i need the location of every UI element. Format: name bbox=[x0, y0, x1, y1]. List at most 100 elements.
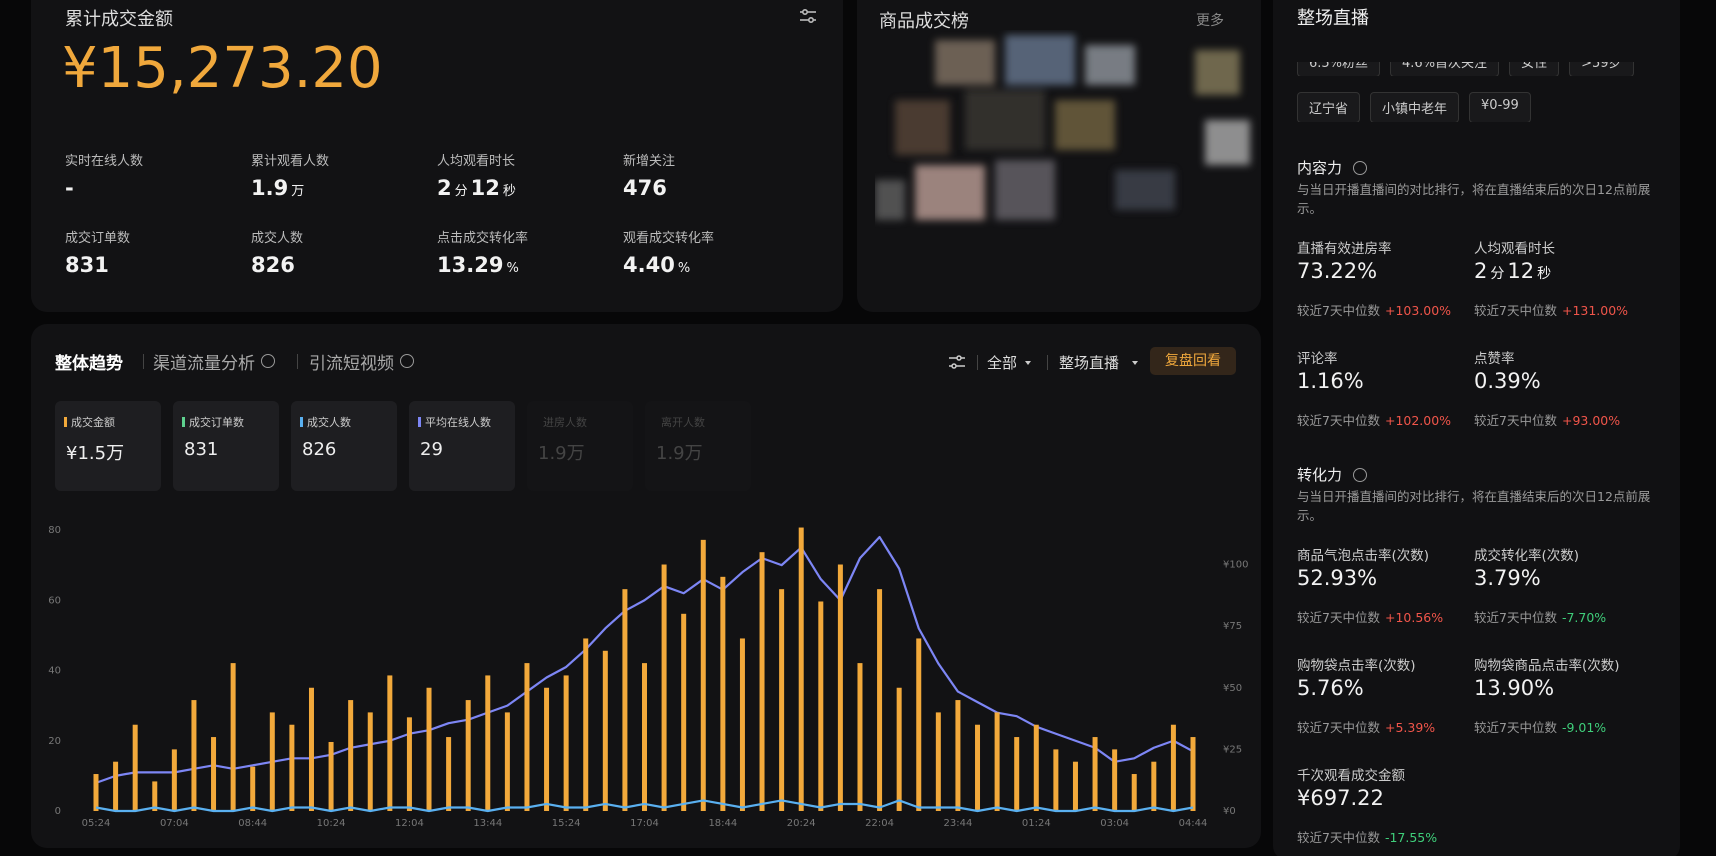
bar bbox=[504, 712, 510, 811]
legend-card[interactable] bbox=[173, 401, 279, 491]
card-title: 商品成交榜 bbox=[879, 11, 969, 32]
compare-change: +102.00% bbox=[1384, 413, 1452, 428]
section-desc: 与当日开播直播间的对比排行，将在直播结束后的次日12点前展示。 bbox=[1297, 182, 1651, 216]
metric-compare: 较近7天中位数 -7.70% bbox=[1474, 607, 1606, 626]
legend-value: 826 bbox=[302, 439, 337, 460]
settings-icon[interactable] bbox=[948, 354, 966, 370]
legend-label: 成交人数 bbox=[307, 416, 351, 429]
tag[interactable]: ¥0-99 bbox=[1469, 92, 1531, 122]
y2-tick-label: ¥75 bbox=[1223, 621, 1242, 632]
metric-label: 成交人数 bbox=[251, 231, 304, 246]
value-unit: 分 bbox=[1490, 266, 1505, 282]
legend-card[interactable] bbox=[409, 401, 515, 491]
total-amount: ¥15,273.20 bbox=[62, 36, 383, 101]
y-tick-label: 40 bbox=[48, 666, 61, 677]
metric-label: 累计观看人数 bbox=[251, 154, 330, 169]
value-number: 13.29 bbox=[437, 253, 504, 277]
value: 2 分 12 秒 bbox=[437, 176, 519, 200]
metric-label: 点击成交转化率 bbox=[437, 231, 529, 246]
legend-card[interactable] bbox=[527, 401, 633, 491]
help-icon[interactable] bbox=[261, 354, 275, 368]
x-tick-label: 03:04 bbox=[1100, 818, 1129, 829]
metric-label: 实时在线人数 bbox=[65, 154, 144, 169]
bar bbox=[250, 766, 256, 811]
compare-label: 较近7天中位数 bbox=[1297, 830, 1380, 845]
value-number: 12 bbox=[1507, 259, 1535, 283]
value: 52.93% bbox=[1297, 566, 1377, 590]
metric-label: 观看成交转化率 bbox=[623, 231, 715, 246]
dropdown-arrow bbox=[1025, 361, 1031, 365]
x-tick-label: 07:04 bbox=[160, 818, 189, 829]
tab[interactable]: 引流短视频 bbox=[309, 354, 394, 374]
tag[interactable]: >59岁 bbox=[1569, 62, 1634, 76]
replay-button[interactable]: 复盘回看 bbox=[1150, 347, 1236, 375]
metric-name: 评论率 bbox=[1297, 351, 1338, 367]
bar bbox=[1151, 761, 1157, 811]
bar bbox=[171, 749, 177, 811]
help-icon[interactable] bbox=[1353, 468, 1367, 482]
value-number: 0.39% bbox=[1474, 369, 1541, 393]
help-icon[interactable] bbox=[400, 354, 414, 368]
tag[interactable]: 女性 bbox=[1509, 62, 1560, 76]
bar bbox=[269, 712, 275, 811]
legend-card[interactable] bbox=[645, 401, 751, 491]
value: 13.90% bbox=[1474, 676, 1554, 700]
tab[interactable]: 渠道流量分析 bbox=[153, 354, 255, 374]
bar bbox=[877, 589, 883, 811]
value: 0.39% bbox=[1474, 369, 1541, 393]
legend-card[interactable] bbox=[55, 401, 161, 491]
y-tick-label: 80 bbox=[48, 525, 61, 536]
y2-tick-label: ¥50 bbox=[1223, 683, 1242, 694]
metric-compare: 较近7天中位数 +10.56% bbox=[1297, 607, 1443, 626]
legend-value: 1.9万 bbox=[656, 443, 703, 464]
bar bbox=[759, 552, 765, 811]
x-tick-label: 05:24 bbox=[82, 818, 111, 829]
tag[interactable]: 4.6%首次关注 bbox=[1390, 62, 1500, 76]
value-number: 12 bbox=[470, 176, 500, 200]
legend-label: 进房人数 bbox=[543, 416, 587, 429]
compare-change: +93.00% bbox=[1561, 413, 1621, 428]
x-tick-label: 01:24 bbox=[1022, 818, 1051, 829]
value-number: 831 bbox=[65, 253, 109, 277]
filter-dropdown[interactable]: 整场直播 bbox=[1059, 354, 1120, 372]
bar bbox=[426, 687, 432, 811]
bar bbox=[955, 700, 961, 811]
compare-change: -7.70% bbox=[1561, 610, 1607, 625]
value-number: - bbox=[65, 176, 74, 200]
value-unit: 秒 bbox=[1537, 266, 1552, 282]
metric-compare: 较近7天中位数 +103.00% bbox=[1297, 300, 1451, 319]
tab[interactable]: 整体趋势 bbox=[55, 354, 123, 374]
value-number: 5.76% bbox=[1297, 676, 1364, 700]
bar bbox=[975, 724, 981, 811]
tag-row: 6.5%粉丝 4.6%首次关注 女性 >59岁 bbox=[1285, 62, 1675, 76]
filter-icon[interactable] bbox=[798, 6, 818, 26]
help-icon[interactable] bbox=[1353, 161, 1367, 175]
metric-name: 千次观看成交金额 bbox=[1297, 768, 1405, 784]
trend-chart: 0 20 40 60 80 ¥0 ¥25 ¥50 ¥75 ¥100 05:24 07:04 08:44 1… bbox=[48, 525, 1248, 829]
value-number: 2 bbox=[437, 176, 452, 200]
bar bbox=[289, 724, 295, 811]
metric-compare: 较近7天中位数 -9.01% bbox=[1474, 717, 1606, 736]
legend-label: 平均在线人数 bbox=[425, 416, 491, 429]
value-unit: 分 bbox=[454, 184, 468, 199]
bar bbox=[1112, 749, 1118, 811]
bar bbox=[524, 663, 530, 811]
compare-label: 较近7天中位数 bbox=[1474, 413, 1557, 428]
summary-card bbox=[31, 0, 843, 312]
tag[interactable]: 辽宁省 bbox=[1297, 92, 1361, 122]
legend-value: ¥1.5万 bbox=[66, 443, 125, 464]
x-tick-label: 17:04 bbox=[630, 818, 659, 829]
value-number: 4.40 bbox=[623, 253, 675, 277]
tag-row: 辽宁省 小镇中老年 ¥0-99 bbox=[1285, 92, 1675, 122]
legend-card[interactable] bbox=[291, 401, 397, 491]
value: 1.9 万 bbox=[251, 176, 307, 200]
tag[interactable]: 小镇中老年 bbox=[1370, 92, 1460, 122]
bar bbox=[661, 564, 667, 811]
y-tick-label: 60 bbox=[48, 595, 61, 606]
filter-dropdown[interactable]: 全部 bbox=[987, 354, 1018, 372]
value-number: 73.22% bbox=[1297, 259, 1378, 283]
more-link[interactable]: 更多 bbox=[1196, 13, 1224, 29]
y2-tick-label: ¥0 bbox=[1223, 806, 1236, 817]
tag[interactable]: 6.5%粉丝 bbox=[1297, 62, 1381, 76]
